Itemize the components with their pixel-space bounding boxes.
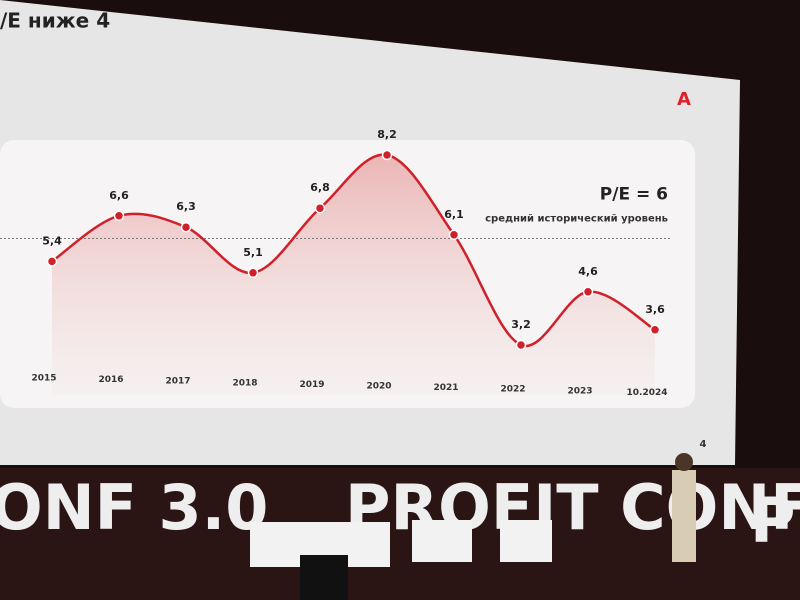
point [247,267,259,279]
x-tick-label: 2020 [366,382,391,392]
point [649,324,661,336]
chair [412,520,472,562]
point [113,210,125,222]
presenter [672,470,696,562]
point [180,221,192,233]
x-tick-label: 2021 [433,383,458,393]
x-tick-label: 10.2024 [627,388,668,398]
value-label: 5,4 [42,234,62,247]
value-label: 4,6 [578,265,598,278]
value-label: 6,8 [310,181,330,194]
area [52,154,655,395]
stage-text: ONF 3.0 [0,471,268,544]
value-label: 6,3 [176,200,196,213]
value-label: 6,1 [444,208,464,221]
x-tick-label: 2015 [31,374,56,384]
point [46,256,58,267]
stage [0,468,800,600]
chair [500,520,552,562]
value-label: 6,6 [109,189,129,202]
value-label: 3,2 [511,318,531,331]
slide-title: /E ниже 4 [0,9,110,33]
point [582,286,594,298]
x-tick-label: 2022 [500,385,525,395]
x-tick-label: 2023 [567,386,592,396]
value-label: 8,2 [377,128,397,141]
page-number: 4 [700,439,707,450]
logo: А [677,89,691,110]
point [515,339,527,351]
stage-text: PR [750,484,800,557]
value-label: 5,1 [243,246,263,259]
speaker [300,555,348,600]
reference-note: средний исторический уровень [485,214,668,225]
reference-label: P/E = 6 [600,185,668,205]
x-tick-label: 2017 [165,377,190,387]
presenter-head [675,453,693,471]
line [51,153,656,348]
x-tick-label: 2019 [299,380,324,390]
value-label: 3,6 [645,303,665,316]
point [314,202,326,214]
x-tick-label: 2018 [232,378,257,388]
x-tick-label: 2016 [98,375,123,385]
point [381,149,393,161]
point [448,229,460,241]
